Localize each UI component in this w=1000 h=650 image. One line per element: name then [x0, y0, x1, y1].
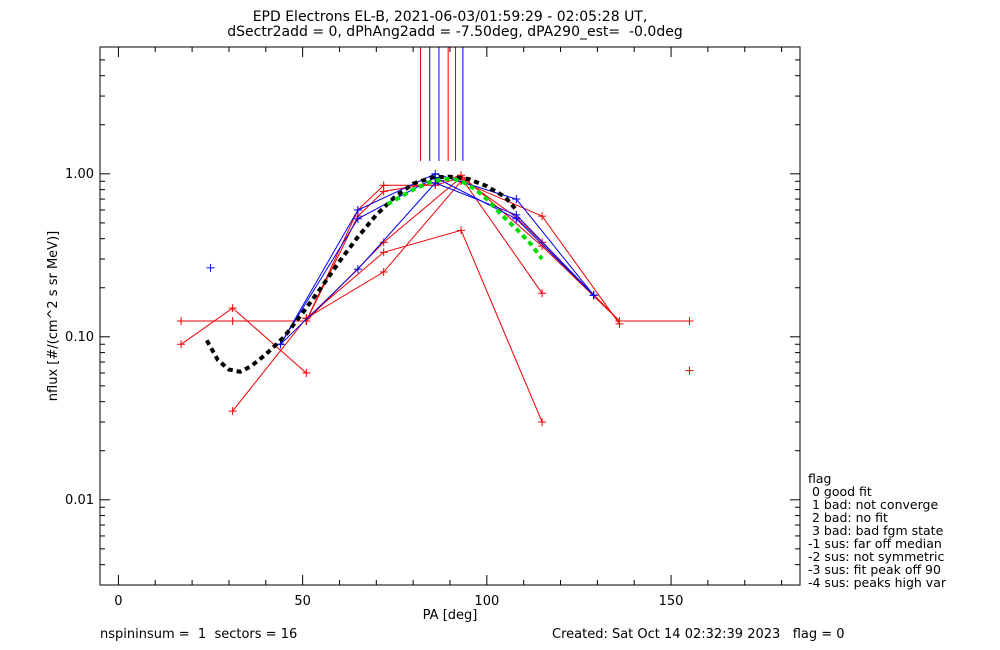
footer-created-info: Created: Sat Oct 14 02:32:39 2023 flag =… [552, 627, 845, 642]
legend-item-1: 1 bad: not converge [808, 497, 939, 512]
x-tick-label: 0 [114, 594, 122, 609]
red-data-point [379, 187, 388, 196]
red-data-point [685, 366, 694, 375]
blue-data-point [353, 205, 362, 214]
red-data-point [685, 317, 694, 326]
legend-item-2: 2 bad: no fit [808, 510, 888, 525]
legend-item-0: 0 good fit [808, 484, 872, 499]
footer-sectors-info: nspininsum = 1 sectors = 16 [100, 627, 298, 642]
flag-legend: flag 0 good fit 1 bad: not converge 2 ba… [808, 472, 946, 589]
red-data-point [302, 368, 311, 377]
legend-item-3: 3 bad: bad fgm state [808, 523, 944, 538]
red-series-line-4 [305, 229, 543, 423]
red-data-point [228, 317, 237, 326]
legend-item-5: -2 sus: not symmetric [808, 549, 945, 564]
red-series-line-5 [305, 174, 620, 322]
y-tick-label: 1.00 [65, 167, 94, 182]
blue-data-point [353, 214, 362, 223]
blue-data-point [589, 291, 598, 300]
blue-series-line-2 [280, 176, 595, 345]
plot-frame [99, 46, 801, 586]
chart-title-line2: dSectr2add = 0, dPhAng2add = -7.50deg, d… [227, 24, 683, 40]
red-data-point [177, 317, 186, 326]
x-tick-label: 50 [294, 594, 311, 609]
blue-series-line-0 [280, 173, 595, 345]
legend-title: flag [808, 471, 832, 486]
red-series-line-2 [232, 180, 620, 412]
blue-data-point [353, 265, 362, 274]
red-series-line-1 [180, 307, 307, 374]
red-data-point [228, 407, 237, 416]
red-data-point [379, 238, 388, 247]
red-data-point [538, 289, 547, 298]
red-data-point [302, 317, 311, 326]
x-tick-label: 150 [659, 594, 684, 609]
legend-item-6: -3 sus: fit peak off 90 [808, 562, 941, 577]
fit-curve-green [386, 177, 544, 261]
red-data-point [379, 267, 388, 276]
x-axis-label: PA [deg] [423, 608, 478, 623]
blue-data-point [206, 263, 215, 272]
y-tick-label: 0.01 [65, 493, 94, 508]
blue-data-point [512, 214, 521, 223]
legend-item-4: -1 sus: far off median [808, 536, 942, 551]
y-axis-label: nflux [#/(cm^2 s sr MeV)] [46, 231, 61, 401]
blue-data-point [512, 195, 521, 204]
x-tick-label: 100 [474, 594, 499, 609]
red-data-point [457, 226, 466, 235]
legend-item-7: -4 sus: peaks high var [808, 575, 947, 590]
red-data-point [379, 248, 388, 257]
chart-title-line1: EPD Electrons EL-B, 2021-06-03/01:59:29 … [252, 9, 648, 25]
red-data-point [615, 317, 624, 326]
red-data-point [538, 242, 547, 251]
red-data-point [177, 340, 186, 349]
red-data-point [538, 418, 547, 427]
y-tick-label: 0.10 [65, 330, 94, 345]
red-data-point [228, 304, 237, 313]
red-data-point [538, 212, 547, 221]
